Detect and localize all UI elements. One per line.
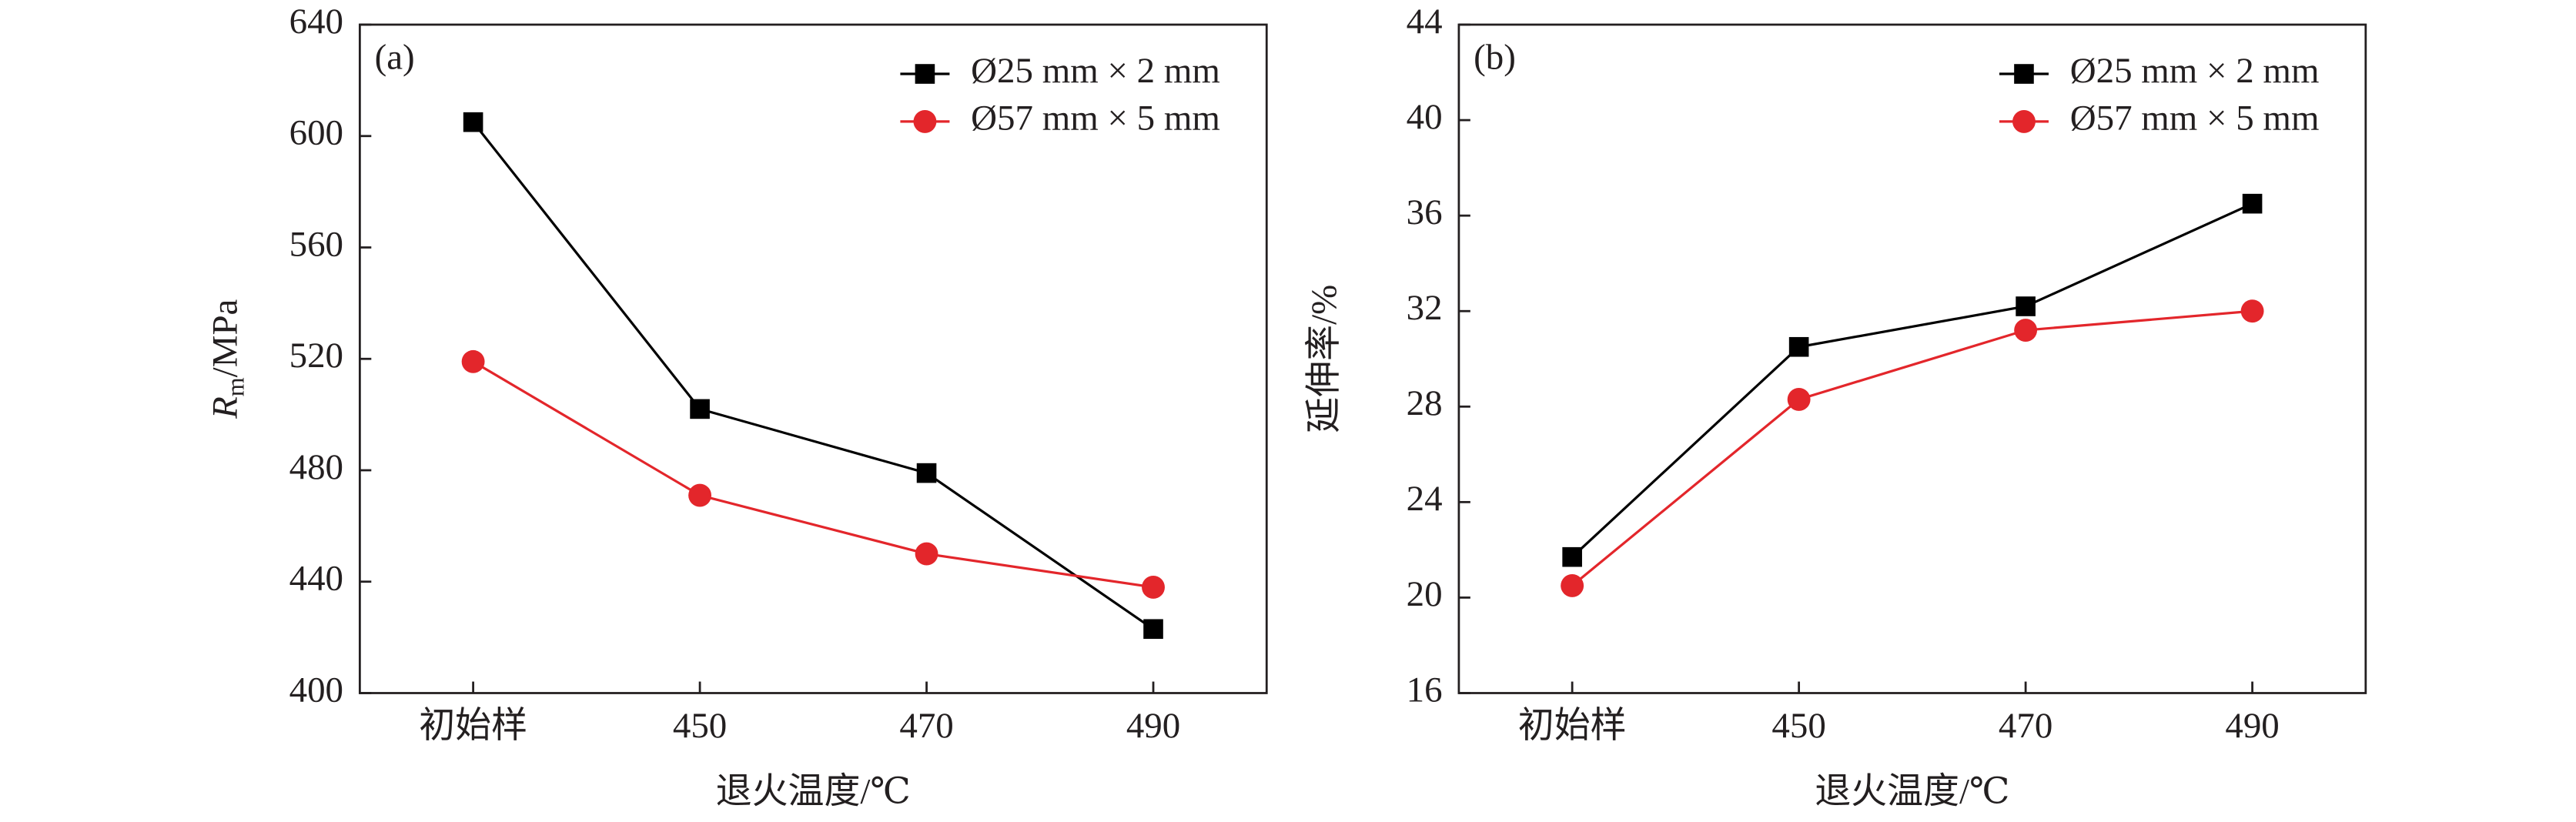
y-tick-label: 600 xyxy=(289,113,343,153)
y-tick-label: 32 xyxy=(1407,288,1443,328)
chart: 16 20 24 28 32 36 40 44 初始样 450 470 490 退火温度/℃ 延伸率/% (… xyxy=(1304,2,2367,812)
x-axis-label: 退火温度/℃ xyxy=(716,772,911,812)
x-tick-label: 470 xyxy=(1999,706,2052,746)
marker xyxy=(2014,64,2034,84)
marker xyxy=(1142,576,1165,599)
series-line xyxy=(472,360,1154,589)
series-line xyxy=(1571,202,2253,558)
y-axis-label-part: R xyxy=(205,396,245,419)
marker xyxy=(463,112,483,132)
y-axis-label-part: /MPa xyxy=(205,299,245,377)
x-tick-label: 450 xyxy=(1771,706,1825,746)
y-tick-label: 36 xyxy=(1407,192,1443,232)
x-tick-label: 490 xyxy=(1126,706,1180,746)
marker xyxy=(2242,193,2263,214)
marker xyxy=(461,349,485,373)
y-tick-label: 28 xyxy=(1407,383,1443,423)
plot-frame xyxy=(1457,23,2367,694)
y-tick-label: 400 xyxy=(289,670,343,710)
y-tick-label: 24 xyxy=(1407,479,1443,519)
marker xyxy=(913,109,937,133)
marker xyxy=(688,483,712,507)
legend-label: Ø57 mm × 5 mm xyxy=(2070,99,2320,139)
marker xyxy=(1561,573,1584,597)
marker xyxy=(916,463,937,483)
y-tick-label: 40 xyxy=(1407,97,1443,137)
x-tick-label: 初始样 xyxy=(419,706,527,746)
x-tick-label: 470 xyxy=(899,706,953,746)
legend-label: Ø25 mm × 2 mm xyxy=(971,51,1220,91)
y-tick-label: 44 xyxy=(1407,2,1443,42)
y-tick-label: 560 xyxy=(289,224,343,264)
marker xyxy=(690,399,710,419)
series-line xyxy=(1571,309,2253,587)
x-tick-label: 490 xyxy=(2225,706,2279,746)
y-axis-label-part: m xyxy=(222,377,249,396)
marker xyxy=(1143,619,1163,640)
y-tick-label: 640 xyxy=(289,2,343,42)
y-axis-label-part: 延伸率/% xyxy=(1304,285,1344,433)
annotation: (a) xyxy=(375,38,415,78)
y-tick-label: 520 xyxy=(289,336,343,376)
y-tick-label: 480 xyxy=(289,447,343,487)
y-axis-label: Rm/MPa xyxy=(205,299,249,419)
marker xyxy=(2014,319,2038,342)
marker xyxy=(2012,109,2036,133)
y-axis-label: 延伸率/% xyxy=(1304,285,1344,433)
marker xyxy=(2016,296,2036,316)
chart: 400 440 480 520 560 600 640 初始样 450 470 490 退火温度/℃ R… xyxy=(205,2,1268,812)
marker xyxy=(915,542,938,566)
y-tick-label: 20 xyxy=(1407,574,1443,614)
annotation: (b) xyxy=(1474,38,1516,78)
marker xyxy=(1787,388,1811,411)
series-line xyxy=(472,121,1154,630)
marker xyxy=(1788,336,1809,357)
y-tick-label: 440 xyxy=(289,559,343,599)
x-tick-label: 450 xyxy=(673,706,727,746)
x-axis-label: 退火温度/℃ xyxy=(1815,772,2009,812)
y-tick-label: 16 xyxy=(1407,670,1443,710)
legend-label: Ø25 mm × 2 mm xyxy=(2070,51,2320,91)
marker xyxy=(2240,299,2264,323)
marker xyxy=(1562,546,1582,567)
x-tick-label: 初始样 xyxy=(1518,706,1627,746)
marker xyxy=(915,64,935,84)
legend-label: Ø57 mm × 5 mm xyxy=(971,99,1220,139)
